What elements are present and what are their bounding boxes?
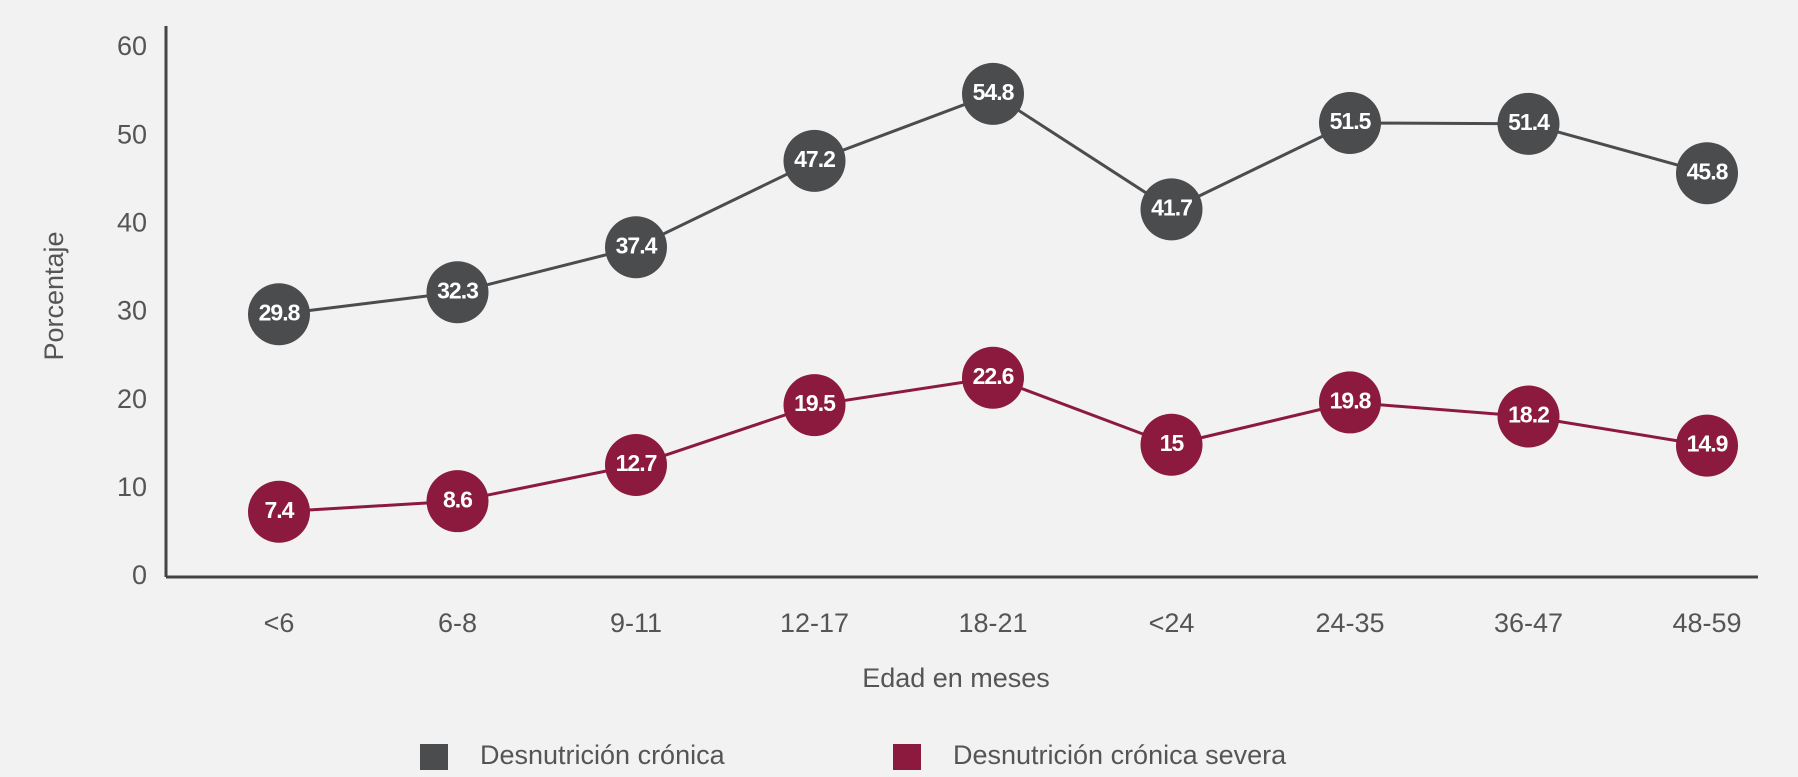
y-tick-label: 40 — [117, 207, 147, 237]
data-label: 15 — [1160, 430, 1185, 456]
point — [962, 62, 1024, 125]
x-tick-label: 9-11 — [610, 608, 662, 638]
data-label: 22.6 — [973, 363, 1014, 389]
y-axis-label: Porcentaje — [39, 231, 69, 360]
point — [1319, 371, 1381, 434]
data-label: 14.9 — [1687, 431, 1728, 457]
data-label: 47.2 — [794, 146, 835, 172]
x-tick-label: <6 — [264, 608, 295, 638]
point — [1140, 178, 1203, 241]
data-label: 51.5 — [1330, 108, 1372, 134]
point — [605, 434, 667, 497]
point — [426, 470, 489, 533]
point — [1319, 91, 1381, 154]
data-label: 41.7 — [1151, 194, 1192, 220]
x-axis-label: Edad en meses — [862, 663, 1050, 693]
data-label: 37.4 — [616, 232, 658, 258]
legend-swatch — [420, 744, 448, 770]
point — [248, 283, 310, 346]
data-label: 32.3 — [437, 277, 478, 303]
point — [605, 216, 667, 279]
y-tick-label: 30 — [117, 296, 147, 326]
point — [1497, 385, 1560, 448]
point — [248, 480, 310, 543]
legend-label: Desnutrición crónica severa — [953, 740, 1287, 770]
x-tick-label: 48-59 — [1672, 608, 1741, 638]
point — [1676, 142, 1738, 205]
point — [1676, 414, 1738, 477]
point — [1497, 92, 1560, 155]
point — [426, 261, 489, 324]
y-tick-label: 60 — [117, 31, 147, 61]
y-tick-label: 20 — [117, 384, 147, 414]
y-tick-label: 10 — [117, 472, 147, 502]
legend-label: Desnutrición crónica — [480, 740, 726, 770]
x-tick-label: 36-47 — [1494, 608, 1563, 638]
point — [1140, 413, 1203, 476]
x-tick-label: 24-35 — [1315, 608, 1384, 638]
data-label: 51.4 — [1508, 109, 1550, 135]
data-label: 8.6 — [443, 486, 472, 512]
x-tick-label: 18-21 — [958, 608, 1027, 638]
point — [783, 129, 846, 192]
data-label: 19.5 — [794, 390, 836, 416]
data-label: 45.8 — [1687, 158, 1729, 184]
data-label: 29.8 — [259, 299, 301, 325]
data-label: 19.8 — [1330, 388, 1372, 414]
x-tick-label: 6-8 — [438, 608, 477, 638]
data-label: 12.7 — [616, 450, 657, 476]
legend-swatch — [893, 744, 921, 770]
data-label: 54.8 — [973, 79, 1015, 105]
point — [783, 374, 846, 437]
point — [962, 346, 1024, 409]
y-tick-label: 50 — [117, 119, 147, 149]
x-tick-label: 12-17 — [780, 608, 849, 638]
x-tick-label: <24 — [1149, 608, 1195, 638]
y-tick-label: 0 — [132, 560, 147, 590]
data-label: 18.2 — [1508, 402, 1549, 428]
data-label: 7.4 — [265, 497, 295, 523]
